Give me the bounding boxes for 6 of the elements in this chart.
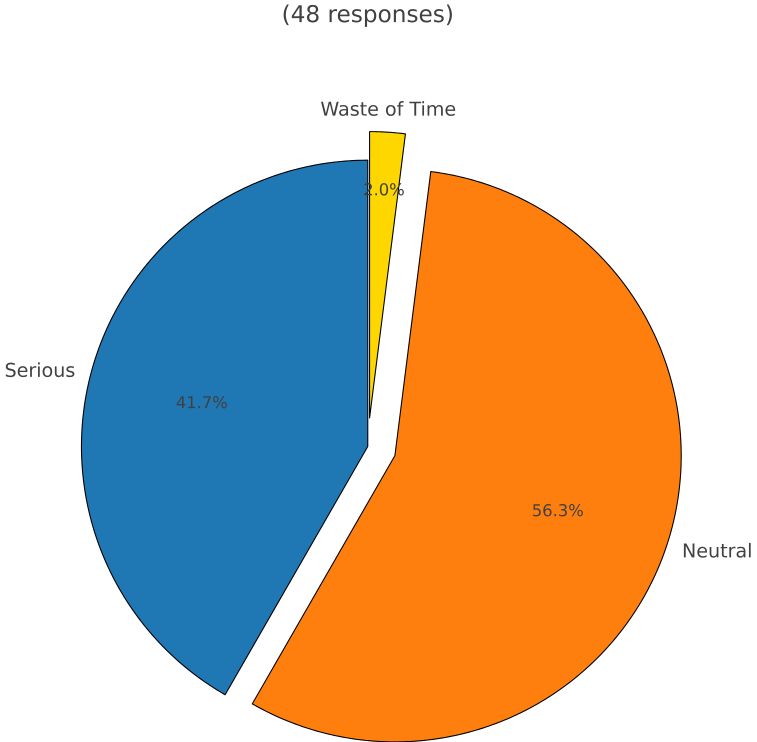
slice-label: Waste of Time <box>321 100 456 116</box>
slice-label: Neutral <box>684 542 751 558</box>
data-label: 56.3% <box>533 504 583 516</box>
chart-title: (48 responses) <box>284 4 452 27</box>
slice-label: Serious <box>6 362 74 377</box>
data-label: 41.7% <box>176 396 227 408</box>
